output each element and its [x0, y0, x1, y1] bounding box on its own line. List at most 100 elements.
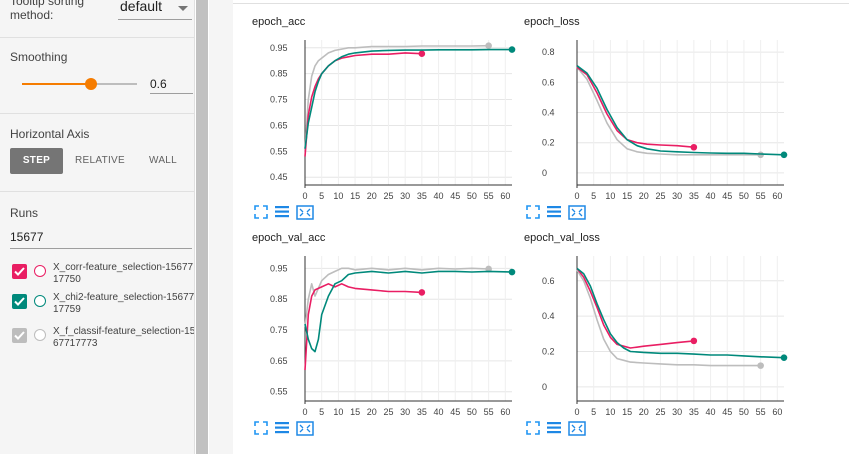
divider [209, 0, 233, 454]
y-tick-label: 0.4 [542, 108, 555, 118]
chart-plot: 0.45 0.55 0.65 0.75 0.85 0.95 0 5 10 15 20 25 30 35 40… [270, 40, 516, 201]
x-tick-label: 20 [639, 191, 649, 201]
x-tick-label: 40 [434, 191, 444, 201]
run-checkbox[interactable] [12, 294, 27, 309]
series-end-point [780, 354, 788, 361]
y-tick-label: 0.55 [270, 146, 288, 156]
run-checkbox[interactable] [12, 264, 27, 279]
series-end-point [485, 265, 492, 273]
x-tick-label: 60 [500, 191, 510, 201]
lines-icon[interactable] [546, 205, 564, 221]
x-tick-label: 15 [350, 191, 360, 201]
x-tick-label: 50 [467, 191, 477, 201]
chart-card: epoch_loss 0 0.2 0.4 0.6 0.8 0 5 10 15 20 25 30 35 40 4… [522, 16, 792, 231]
series-line [304, 270, 513, 353]
y-tick-label: 0.6 [542, 276, 555, 286]
tooltip-sorting-dropdown[interactable]: default [118, 0, 192, 20]
series-line [576, 65, 785, 156]
fit-domain-icon[interactable] [568, 421, 586, 437]
x-tick-label: 60 [772, 407, 782, 417]
series-end-point [508, 46, 516, 53]
series-end-point [418, 50, 426, 58]
sidebar-scrollbar-thumb[interactable] [196, 0, 208, 454]
horizontal-axis-section [0, 114, 194, 192]
sidebar: Tooltip sorting method: default Smoothin… [0, 0, 195, 454]
run-checkbox[interactable] [12, 328, 27, 343]
lines-icon[interactable] [274, 421, 292, 437]
smoothing-value-input[interactable]: 0.6 [150, 77, 193, 94]
x-tick-label: 10 [605, 191, 615, 201]
y-tick-label: 0.65 [270, 120, 288, 130]
series-end-point [418, 289, 426, 296]
smoothing-slider-fill [22, 83, 91, 85]
run-label: X_corr-feature_selection-1567717750 [53, 262, 194, 285]
expand-icon[interactable] [254, 421, 272, 437]
y-tick-label: 0.6 [542, 77, 555, 87]
y-tick-label: 0.4 [542, 311, 555, 321]
x-tick-label: 40 [706, 407, 716, 417]
series-end-point [508, 268, 516, 276]
x-tick-label: 5 [319, 191, 324, 201]
lines-icon[interactable] [546, 421, 564, 437]
chart-plot: 0 0.2 0.4 0.6 0.8 0 5 10 15 20 25 30 35 40 45 50 55 60 [542, 40, 788, 201]
lines-icon[interactable] [274, 205, 292, 221]
x-tick-label: 55 [756, 191, 766, 201]
run-item[interactable]: X_f_classif-feature_selection-1567717773 [12, 326, 194, 362]
y-tick-label: 0.75 [270, 95, 288, 105]
series-end-point [757, 362, 764, 369]
top-divider [233, 0, 849, 4]
x-tick-label: 35 [417, 191, 427, 201]
x-tick-label: 5 [591, 191, 596, 201]
x-tick-label: 25 [655, 407, 665, 417]
axis-wall-button[interactable]: WALL [148, 155, 178, 166]
tooltip-sorting-label: Tooltip sorting method: [10, 0, 85, 22]
x-tick-label: 25 [383, 407, 393, 417]
x-tick-label: 25 [383, 191, 393, 201]
smoothing-slider[interactable] [22, 78, 137, 90]
y-tick-label: 0.85 [270, 294, 288, 304]
x-tick-label: 50 [739, 407, 749, 417]
x-tick-label: 10 [333, 407, 343, 417]
chart-title: epoch_val_loss [524, 232, 600, 244]
fit-domain-icon[interactable] [296, 421, 314, 437]
x-tick-label: 30 [400, 191, 410, 201]
axis-step-button[interactable]: STEP [10, 148, 63, 174]
chart-plot: 0 0.2 0.4 0.6 0 5 10 15 20 25 30 35 40 45 50 55 60 [542, 256, 788, 417]
fit-domain-icon[interactable] [568, 205, 586, 221]
expand-icon[interactable] [526, 421, 544, 437]
y-tick-label: 0 [542, 382, 547, 392]
expand-icon[interactable] [526, 205, 544, 221]
run-color-icon[interactable] [34, 329, 46, 341]
smoothing-slider-knob[interactable] [85, 78, 97, 90]
x-tick-label: 45 [450, 407, 460, 417]
chart-card: epoch_val_loss 0 0.2 0.4 0.6 0 5 10 15 20 25 30 35 40… [522, 232, 792, 447]
x-tick-label: 50 [739, 191, 749, 201]
smoothing-section [0, 38, 194, 114]
run-item[interactable]: X_chi2-feature_selection-1567717759 [12, 292, 194, 328]
horizontal-axis-label: Horizontal Axis [10, 127, 90, 141]
chart-card: epoch_val_acc 0.55 0.65 0.75 0.85 0.95 0 5 10 15 2… [250, 232, 520, 447]
series-end-point [780, 151, 788, 159]
x-tick-label: 10 [333, 191, 343, 201]
x-tick-label: 0 [574, 407, 579, 417]
x-tick-label: 25 [655, 191, 665, 201]
fit-domain-icon[interactable] [296, 205, 314, 221]
tooltip-sorting-section: Tooltip sorting method: default [0, 0, 194, 38]
x-tick-label: 30 [672, 407, 682, 417]
expand-icon[interactable] [254, 205, 272, 221]
run-label: X_chi2-feature_selection-1567717759 [53, 292, 195, 315]
runs-filter-input[interactable]: 15677 [10, 230, 192, 249]
axis-relative-button[interactable]: RELATIVE [74, 155, 125, 166]
series-line [576, 267, 785, 359]
y-tick-label: 0.95 [270, 263, 288, 273]
x-tick-label: 0 [302, 191, 307, 201]
run-color-icon[interactable] [34, 295, 46, 307]
y-tick-label: 0.8 [542, 47, 555, 57]
run-item[interactable]: X_corr-feature_selection-1567717750 [12, 262, 194, 298]
x-tick-label: 15 [622, 407, 632, 417]
x-tick-label: 30 [400, 407, 410, 417]
x-tick-label: 15 [622, 191, 632, 201]
x-tick-label: 20 [639, 407, 649, 417]
series-line [304, 52, 422, 157]
run-color-icon[interactable] [34, 265, 46, 277]
